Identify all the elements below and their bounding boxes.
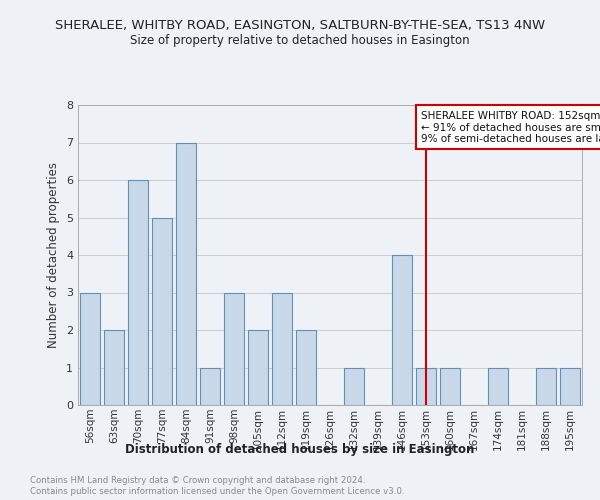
- Bar: [560, 368, 580, 405]
- Bar: [272, 292, 292, 405]
- Text: Size of property relative to detached houses in Easington: Size of property relative to detached ho…: [130, 34, 470, 47]
- Bar: [488, 368, 508, 405]
- Bar: [416, 368, 436, 405]
- Text: Distribution of detached houses by size in Easington: Distribution of detached houses by size …: [125, 442, 475, 456]
- Bar: [104, 330, 124, 405]
- Bar: [224, 292, 244, 405]
- Bar: [392, 255, 412, 405]
- Bar: [80, 292, 100, 405]
- Bar: [296, 330, 316, 405]
- Bar: [152, 218, 172, 405]
- Text: SHERALEE, WHITBY ROAD, EASINGTON, SALTBURN-BY-THE-SEA, TS13 4NW: SHERALEE, WHITBY ROAD, EASINGTON, SALTBU…: [55, 19, 545, 32]
- Text: Contains public sector information licensed under the Open Government Licence v3: Contains public sector information licen…: [30, 487, 404, 496]
- Bar: [248, 330, 268, 405]
- Bar: [128, 180, 148, 405]
- Bar: [344, 368, 364, 405]
- Text: SHERALEE WHITBY ROAD: 152sqm
← 91% of detached houses are smaller (39)
9% of sem: SHERALEE WHITBY ROAD: 152sqm ← 91% of de…: [421, 110, 600, 144]
- Y-axis label: Number of detached properties: Number of detached properties: [47, 162, 61, 348]
- Bar: [440, 368, 460, 405]
- Bar: [200, 368, 220, 405]
- Text: Contains HM Land Registry data © Crown copyright and database right 2024.: Contains HM Land Registry data © Crown c…: [30, 476, 365, 485]
- Bar: [176, 142, 196, 405]
- Bar: [536, 368, 556, 405]
